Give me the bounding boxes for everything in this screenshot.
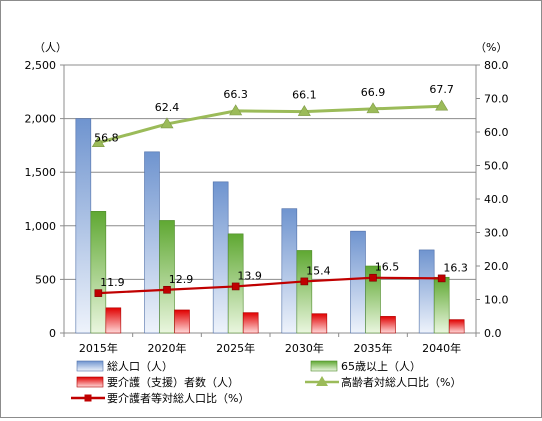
left-tick-label: 0	[49, 327, 56, 340]
legend: 総人口（人） 65歳以上（人） 要介護（支援）者数（人） 高齢者対総人口比（%） 要介護…	[71, 359, 461, 405]
bar-care-recipients	[105, 307, 122, 334]
legend-swatch	[76, 376, 104, 388]
point-care-ratio	[369, 273, 377, 282]
label-care-ratio: 16.3	[443, 261, 468, 274]
x-tick-label: 2030年	[285, 341, 324, 355]
right-tick-label: 20.0	[484, 260, 509, 273]
bar-care-recipients	[448, 319, 465, 334]
bar-care-recipients	[311, 313, 328, 334]
legend-marker	[84, 394, 92, 402]
line-elderly-ratio	[97, 104, 442, 145]
right-tick-label: 40.0	[484, 193, 509, 206]
legend-swatch	[310, 360, 338, 372]
label-care-ratio: 13.9	[237, 269, 262, 282]
point-care-ratio	[231, 282, 240, 291]
label-care-ratio: 11.9	[100, 276, 125, 289]
right-tick-label: 0.0	[484, 327, 502, 340]
label-elderly-ratio: 56.8	[94, 132, 119, 145]
bar-age65-plus	[296, 250, 313, 334]
point-care-ratio	[94, 289, 103, 297]
legend-elderly-ratio: 高齢者対総人口比（%）	[305, 375, 461, 389]
legend-label: 要介護者等対総人口比（%）	[107, 391, 249, 405]
bar-age65-plus	[365, 265, 381, 334]
label-elderly-ratio: 66.9	[361, 86, 386, 99]
left-tick-label: 1,000	[25, 220, 57, 233]
bar-total-population	[144, 151, 160, 334]
point-elderly-ratio	[435, 99, 449, 111]
bar-total-population	[281, 208, 298, 334]
right-tick-label: 70.0	[484, 93, 509, 106]
x-tick-label: 2035年	[354, 341, 393, 355]
lines	[91, 99, 449, 297]
bar-care-recipients	[380, 316, 396, 334]
x-tick-label: 2015年	[79, 341, 118, 355]
left-tick-label: 2,500	[25, 59, 57, 72]
x-tick-label: 2020年	[148, 341, 187, 355]
bar-care-recipients	[174, 309, 190, 334]
legend-age65-plus: 65歳以上（人）	[310, 360, 421, 373]
right-tick-label: 60.0	[484, 126, 509, 139]
bar-care-recipients	[242, 312, 259, 334]
left-unit-label: （人）	[34, 41, 67, 54]
legend-total-population: 総人口（人）	[76, 359, 173, 373]
point-care-ratio	[300, 277, 309, 286]
bar-age65-plus	[159, 220, 175, 334]
legend-label: 高齢者対総人口比（%）	[341, 375, 461, 389]
x-tick-label: 2025年	[216, 341, 255, 355]
right-tick-label: 50.0	[484, 160, 509, 173]
label-care-ratio: 16.5	[375, 261, 400, 274]
label-elderly-ratio: 62.4	[155, 101, 180, 114]
left-tick-label: 2,000	[25, 113, 57, 126]
right-tick-label: 80.0	[484, 59, 509, 72]
legend-care-recipients: 要介護（支援）者数（人）	[76, 375, 239, 389]
line-care-ratio	[98, 276, 442, 295]
bar-age65-plus	[433, 276, 450, 334]
label-elderly-ratio: 66.3	[223, 88, 248, 101]
left-tick-label: 1,500	[25, 166, 57, 179]
gridlines	[64, 64, 476, 280]
right-unit-label: （%）	[475, 41, 507, 54]
legend-label: 総人口（人）	[107, 359, 173, 373]
bar-total-population	[350, 230, 366, 334]
label-care-ratio: 15.4	[306, 264, 331, 277]
bar-total-population	[418, 249, 435, 334]
legend-label: 要介護（支援）者数（人）	[107, 375, 239, 389]
bars	[75, 118, 465, 334]
point-elderly-ratio	[366, 102, 380, 114]
right-tick-label: 10.0	[484, 294, 509, 307]
point-care-ratio	[163, 285, 171, 294]
point-elderly-ratio	[160, 117, 174, 129]
label-elderly-ratio: 67.7	[429, 83, 454, 96]
point-elderly-ratio	[297, 104, 311, 116]
legend-marker	[316, 376, 328, 386]
right-tick-label: 30.0	[484, 227, 509, 240]
data-labels: 56.8 62.4 66.3 66.1 66.9 67.7 11.9 12.9 13.9 15.4…	[94, 83, 468, 289]
left-tick-label: 500	[35, 273, 56, 286]
axes: 0 500 1,000 1,500 2,000 2,500 0.0 10.0 20.0 30.0 4…	[25, 41, 509, 355]
bar-total-population	[212, 181, 229, 334]
label-care-ratio: 12.9	[169, 273, 194, 286]
x-tick-label: 2040年	[422, 341, 461, 355]
legend-swatch	[76, 360, 104, 372]
point-elderly-ratio	[229, 104, 243, 116]
point-care-ratio	[437, 274, 446, 283]
legend-label: 65歳以上（人）	[341, 360, 421, 373]
point-elderly-ratio	[91, 136, 105, 148]
bar-age65-plus	[90, 211, 107, 334]
label-elderly-ratio: 66.1	[292, 89, 317, 102]
bar-total-population	[75, 118, 92, 334]
legend-care-ratio: 要介護者等対総人口比（%）	[71, 391, 249, 405]
